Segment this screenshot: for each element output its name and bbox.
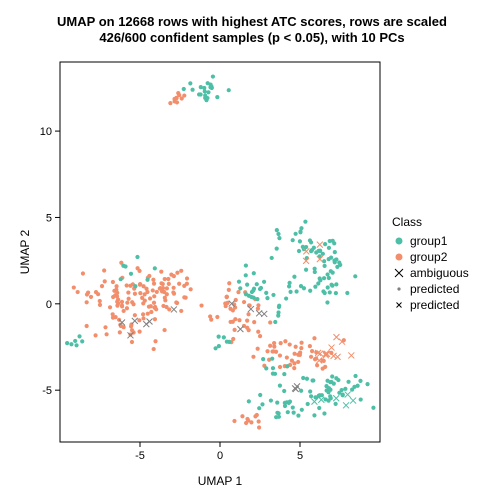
y-tick-label: 10 [40, 126, 52, 138]
legend-label: predicted [410, 298, 459, 312]
legend-swatch [392, 283, 406, 295]
legend-item: group1 [392, 233, 469, 249]
scatter-figure: UMAP on 12668 rows with highest ATC scor… [0, 0, 504, 504]
y-tick-label: -5 [42, 385, 52, 397]
legend-label: predicted [410, 282, 459, 296]
legend-label: group2 [410, 250, 447, 264]
x-tick-label: 5 [297, 450, 303, 462]
y-tick-label: 0 [46, 299, 52, 311]
x-tick-label: -5 [135, 450, 145, 462]
legend-item: ambiguous [392, 265, 469, 281]
legend-label: ambiguous [410, 266, 469, 280]
legend-swatch [392, 235, 406, 247]
plot-area: -5 0 5 -5 0 5 10 [20, 22, 420, 482]
x-axis-label: UMAP 1 [60, 474, 380, 488]
legend-item: predicted [392, 297, 469, 313]
x-tick-label: 0 [217, 450, 223, 462]
legend-title: Class [392, 215, 469, 229]
legend-swatch [392, 299, 406, 311]
y-axis-label: UMAP 2 [18, 62, 32, 442]
legend-item: predicted [392, 281, 469, 297]
legend: Class group1 group2 ambiguous predicted pred… [392, 215, 469, 313]
legend-label: group1 [410, 234, 447, 248]
y-tick-label: 5 [46, 212, 52, 224]
legend-item: group2 [392, 249, 469, 265]
legend-swatch [392, 251, 406, 263]
legend-swatch [392, 267, 406, 279]
